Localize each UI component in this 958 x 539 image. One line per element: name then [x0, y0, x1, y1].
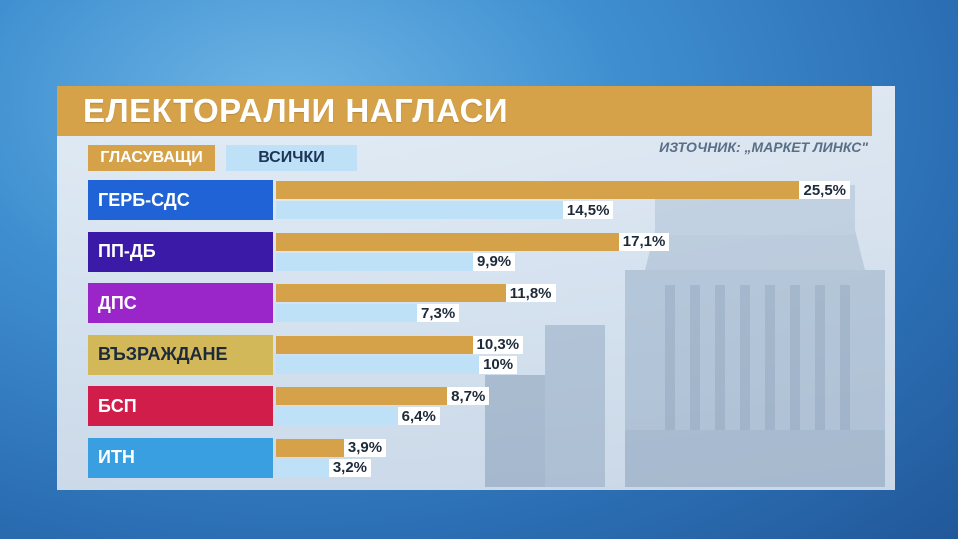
value-label-voters: 25,5%	[799, 181, 851, 199]
value-label-all: 6,4%	[397, 407, 440, 425]
bar-all	[276, 458, 345, 477]
bar-all	[276, 201, 588, 219]
value-label-voters: 17,1%	[618, 232, 670, 251]
bar-voters	[276, 181, 825, 199]
party-label: БСП	[88, 386, 273, 426]
value-label-all: 3,2%	[328, 458, 372, 477]
title-bar: ЕЛЕКТОРАЛНИ НАГЛАСИ	[57, 86, 872, 136]
value-label-all: 9,9%	[472, 252, 516, 271]
legend-voters: ГЛАСУВАЩИ	[88, 145, 215, 171]
parliament-building-background	[485, 185, 885, 487]
value-label-voters: 8,7%	[447, 387, 490, 405]
bar-voters	[276, 284, 530, 302]
party-label: ДПС	[88, 283, 273, 323]
bar-all	[276, 407, 414, 425]
bar-voters	[276, 438, 360, 457]
party-label: ГЕРБ-СДС	[88, 180, 273, 220]
bar-voters	[276, 335, 498, 354]
bar-all	[276, 304, 434, 322]
value-label-all: 7,3%	[417, 304, 460, 322]
bar-all	[276, 252, 489, 271]
value-label-all: 14,5%	[562, 201, 614, 219]
party-label: ВЪЗРАЖДАНЕ	[88, 334, 273, 375]
bar-voters	[276, 387, 464, 405]
party-label: ИТН	[88, 437, 273, 478]
value-label-voters: 3,9%	[343, 438, 387, 457]
value-label-voters: 11,8%	[505, 284, 556, 302]
party-label: ПП-ДБ	[88, 231, 273, 272]
source-note: ИЗТОЧНИК: „МАРКЕТ ЛИНКС"	[659, 139, 868, 155]
bar-voters	[276, 232, 644, 251]
value-label-all: 10%	[479, 355, 518, 374]
legend-all: ВСИЧКИ	[226, 145, 357, 171]
chart-title: ЕЛЕКТОРАЛНИ НАГЛАСИ	[83, 92, 509, 129]
bar-all	[276, 355, 492, 374]
value-label-voters: 10,3%	[472, 335, 524, 354]
